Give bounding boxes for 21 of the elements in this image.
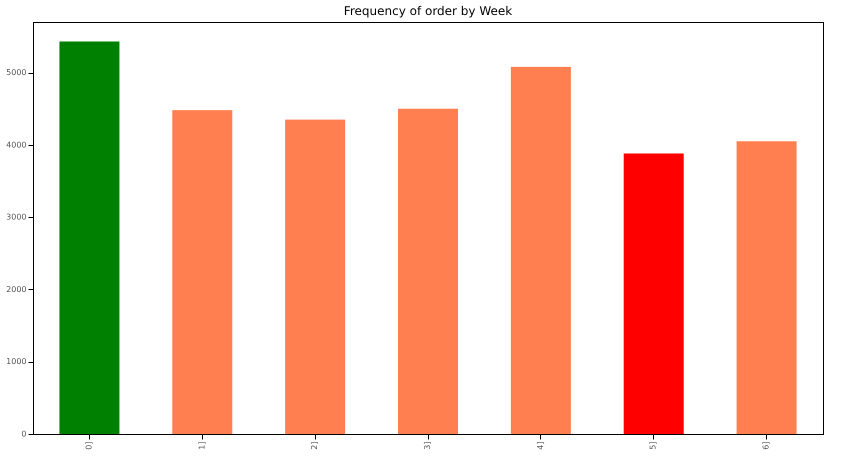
- x-tick-label: 5]: [648, 442, 658, 450]
- y-tick-label: 1000: [6, 357, 26, 366]
- bar: [736, 141, 797, 434]
- y-tick-label: 4000: [6, 140, 26, 150]
- bar: [285, 120, 346, 434]
- x-tick-label: 3]: [423, 442, 432, 450]
- y-tick-label: 0: [21, 430, 26, 438]
- y-tick-label: 3000: [6, 212, 26, 222]
- bar: [59, 42, 120, 434]
- y-tick-label: 5000: [6, 68, 26, 78]
- x-tick-label: 2]: [310, 442, 320, 450]
- bar: [624, 154, 684, 434]
- bar: [398, 108, 458, 434]
- bar: [172, 110, 232, 434]
- x-tick-label: 4]: [536, 442, 545, 450]
- chart-title: Frequency of order by Week: [344, 4, 512, 18]
- x-tick-label: 0]: [84, 442, 94, 450]
- bar: [510, 66, 571, 434]
- y-tick-label: 2000: [6, 284, 26, 294]
- x-tick-label: 6]: [762, 442, 771, 450]
- x-tick-label: 1]: [197, 442, 206, 450]
